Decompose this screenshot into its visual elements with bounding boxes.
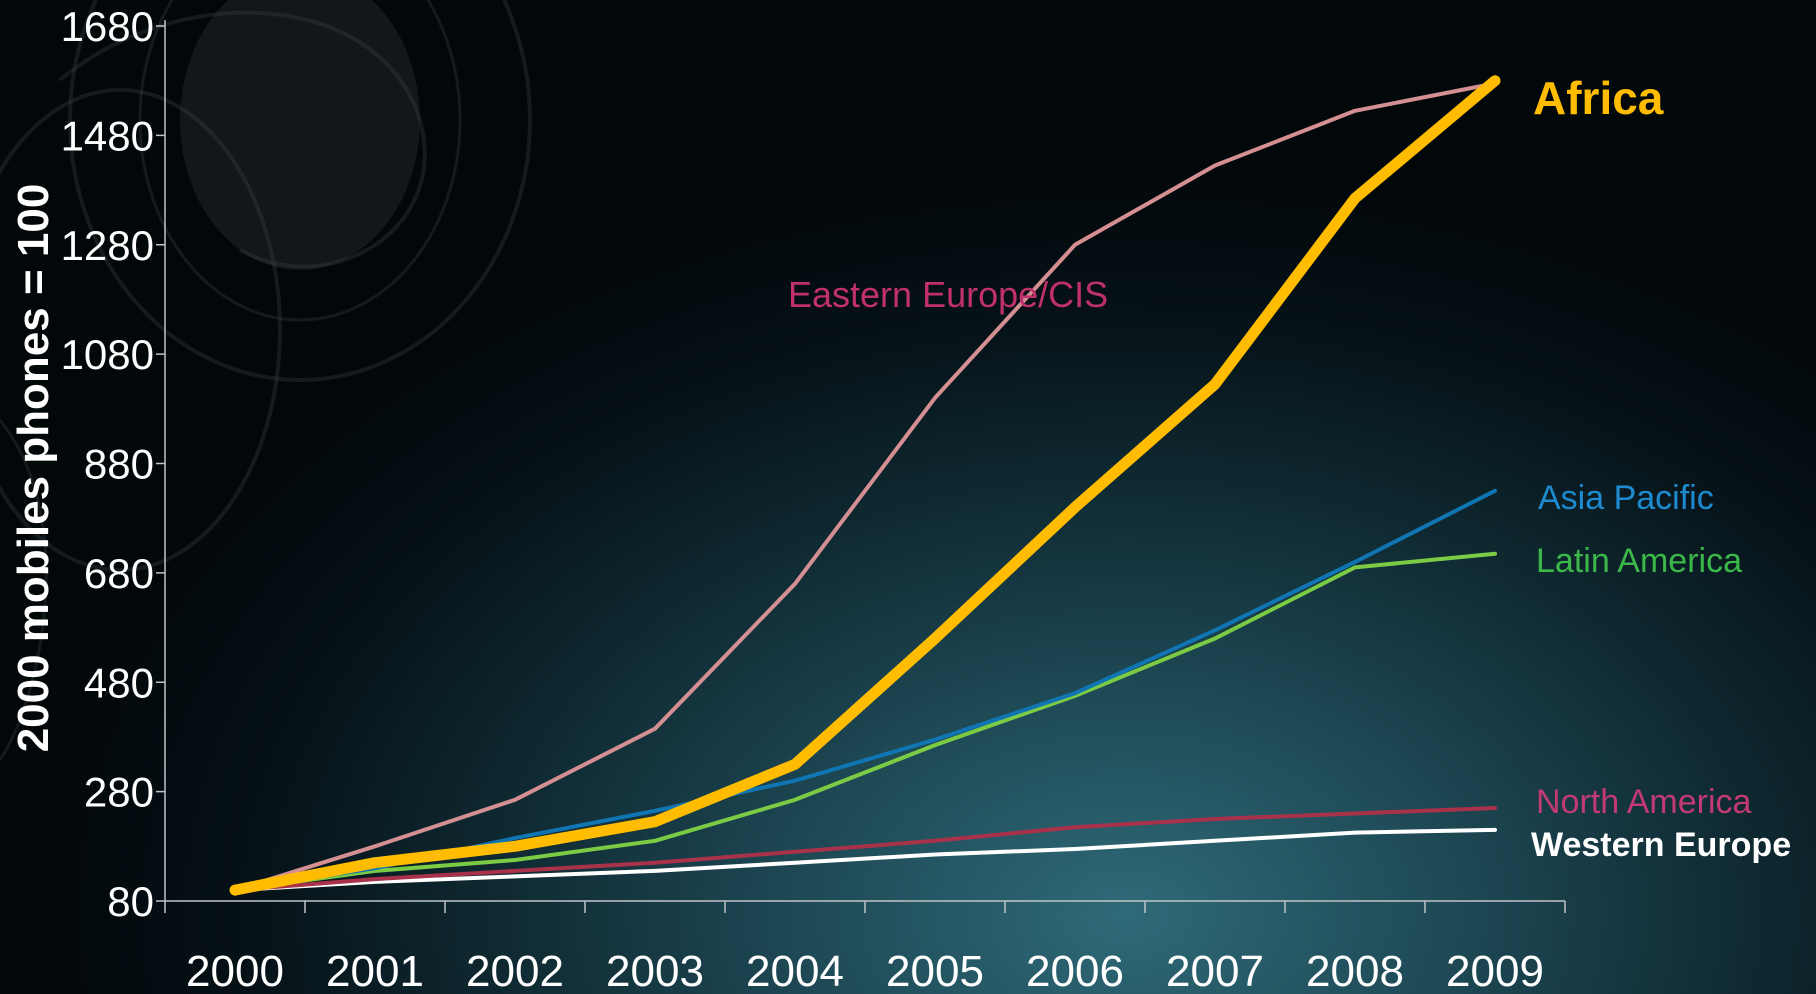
background-decoration [0,0,532,761]
series-line-africa [229,75,1501,896]
y-axis-title: 2000 mobiles phones = 100 [9,184,58,753]
x-tick-label: 2009 [1446,947,1544,994]
y-tick-label: 1080 [61,331,154,378]
series-line-eastern-europe-cis [233,81,1497,893]
x-tick-label: 2008 [1306,947,1404,994]
x-tick-label: 2002 [466,947,564,994]
x-tick-label: 2003 [606,947,704,994]
x-tick-label: 2006 [1026,947,1124,994]
series-label-latin-america: Latin America [1536,542,1742,580]
series-label-eastern-europe-cis: Eastern Europe/CIS [788,274,1108,315]
x-tick-label: 2005 [886,947,984,994]
series-label-asia-pacific: Asia Pacific [1538,479,1714,517]
y-tick-label: 680 [84,550,154,597]
x-tick-label: 2001 [326,947,424,994]
series-line-north-america [233,806,1497,893]
series-line-western-europe [233,827,1497,893]
y-tick-label: 1680 [61,3,154,50]
series-label-africa: Africa [1533,72,1664,124]
series-line-latin-america [233,551,1497,893]
y-tick-label: 1480 [61,112,154,159]
y-tick-label: 480 [84,659,154,706]
series-label-western-europe: Western Europe [1531,826,1791,864]
y-tick-label: 880 [84,441,154,488]
axes: 2000 2001 2002 2003 2004 2005 2006 2007 2008 2009… [61,3,1566,994]
series-layer [229,75,1501,896]
x-tick-label: 2007 [1166,947,1264,994]
x-tick-label: 2004 [746,947,844,994]
y-tick-label: 1280 [61,222,154,269]
labels-layer: Eastern Europe/CIS Africa Asia Pacific Lati… [788,72,1791,864]
series-label-north-america: North America [1536,783,1751,821]
y-tick-label: 80 [107,878,154,925]
x-tick-label: 2000 [186,947,284,994]
y-tick-label: 280 [84,769,154,816]
